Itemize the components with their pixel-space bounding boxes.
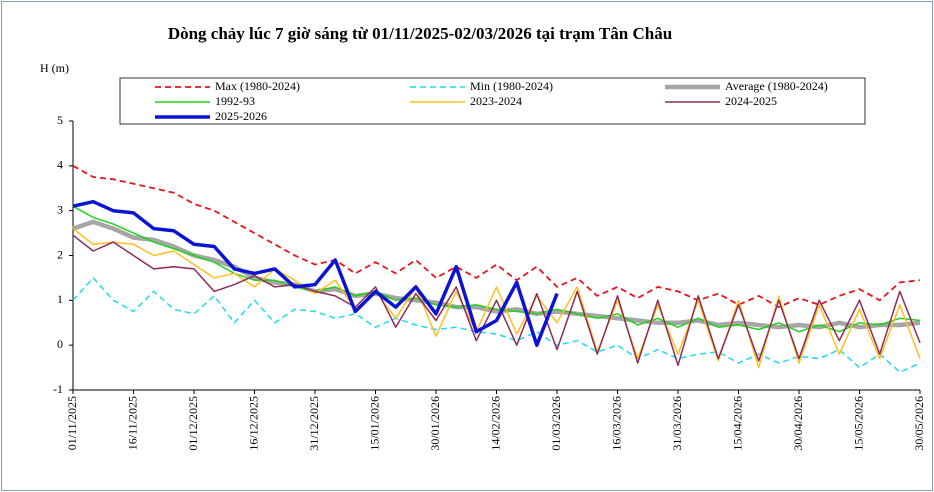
y-axis-label: H (m)	[40, 61, 69, 75]
y-tick-label: 3	[57, 202, 63, 216]
series-line	[72, 277, 921, 373]
series-line	[72, 234, 921, 367]
y-tick-label: 1	[57, 292, 63, 306]
legend-label: Average (1980-2024)	[725, 79, 828, 93]
y-tick-label: 4	[57, 158, 63, 172]
x-tick-label: 16/12/2025	[246, 396, 260, 451]
x-tick-label: 01/11/2025	[65, 396, 79, 450]
chart-title: Dòng chảy lúc 7 giờ sáng từ 01/11/2025-0…	[168, 24, 672, 43]
series-line	[72, 228, 921, 369]
y-tick-label: 2	[57, 247, 63, 261]
series-line	[72, 165, 921, 308]
x-tick-label: 30/04/2026	[791, 396, 805, 451]
legend-label: 2025-2026	[215, 109, 267, 123]
x-tick-label: 30/05/2026	[912, 396, 926, 451]
x-tick-label: 15/01/2026	[367, 396, 381, 451]
x-tick-label: 31/03/2026	[670, 396, 684, 451]
legend	[119, 77, 866, 125]
legend-label: 2024-2025	[725, 94, 777, 108]
x-tick-label: 14/02/2026	[488, 396, 502, 451]
x-tick-label: 01/12/2025	[186, 396, 200, 451]
x-tick-label: 01/03/2026	[549, 396, 563, 451]
x-tick-label: 15/04/2026	[730, 396, 744, 451]
y-tick-label: 0	[57, 337, 63, 351]
series-line	[72, 199, 559, 347]
x-tick-label: 16/11/2025	[125, 396, 139, 450]
legend-label: Max (1980-2024)	[215, 79, 300, 93]
x-tick-label: 15/05/2026	[851, 396, 865, 451]
x-tick-label: 31/12/2025	[307, 396, 321, 451]
x-tick-label: 16/03/2026	[609, 396, 623, 451]
legend-label: 2023-2024	[470, 94, 522, 108]
x-tick-label: 30/01/2026	[428, 396, 442, 451]
series-line	[72, 219, 921, 330]
y-tick-label: -1	[53, 382, 63, 396]
legend-label: 1992-93	[215, 94, 255, 108]
legend-label: Min (1980-2024)	[470, 79, 553, 93]
y-tick-label: 5	[57, 113, 63, 127]
series-line	[72, 205, 921, 333]
